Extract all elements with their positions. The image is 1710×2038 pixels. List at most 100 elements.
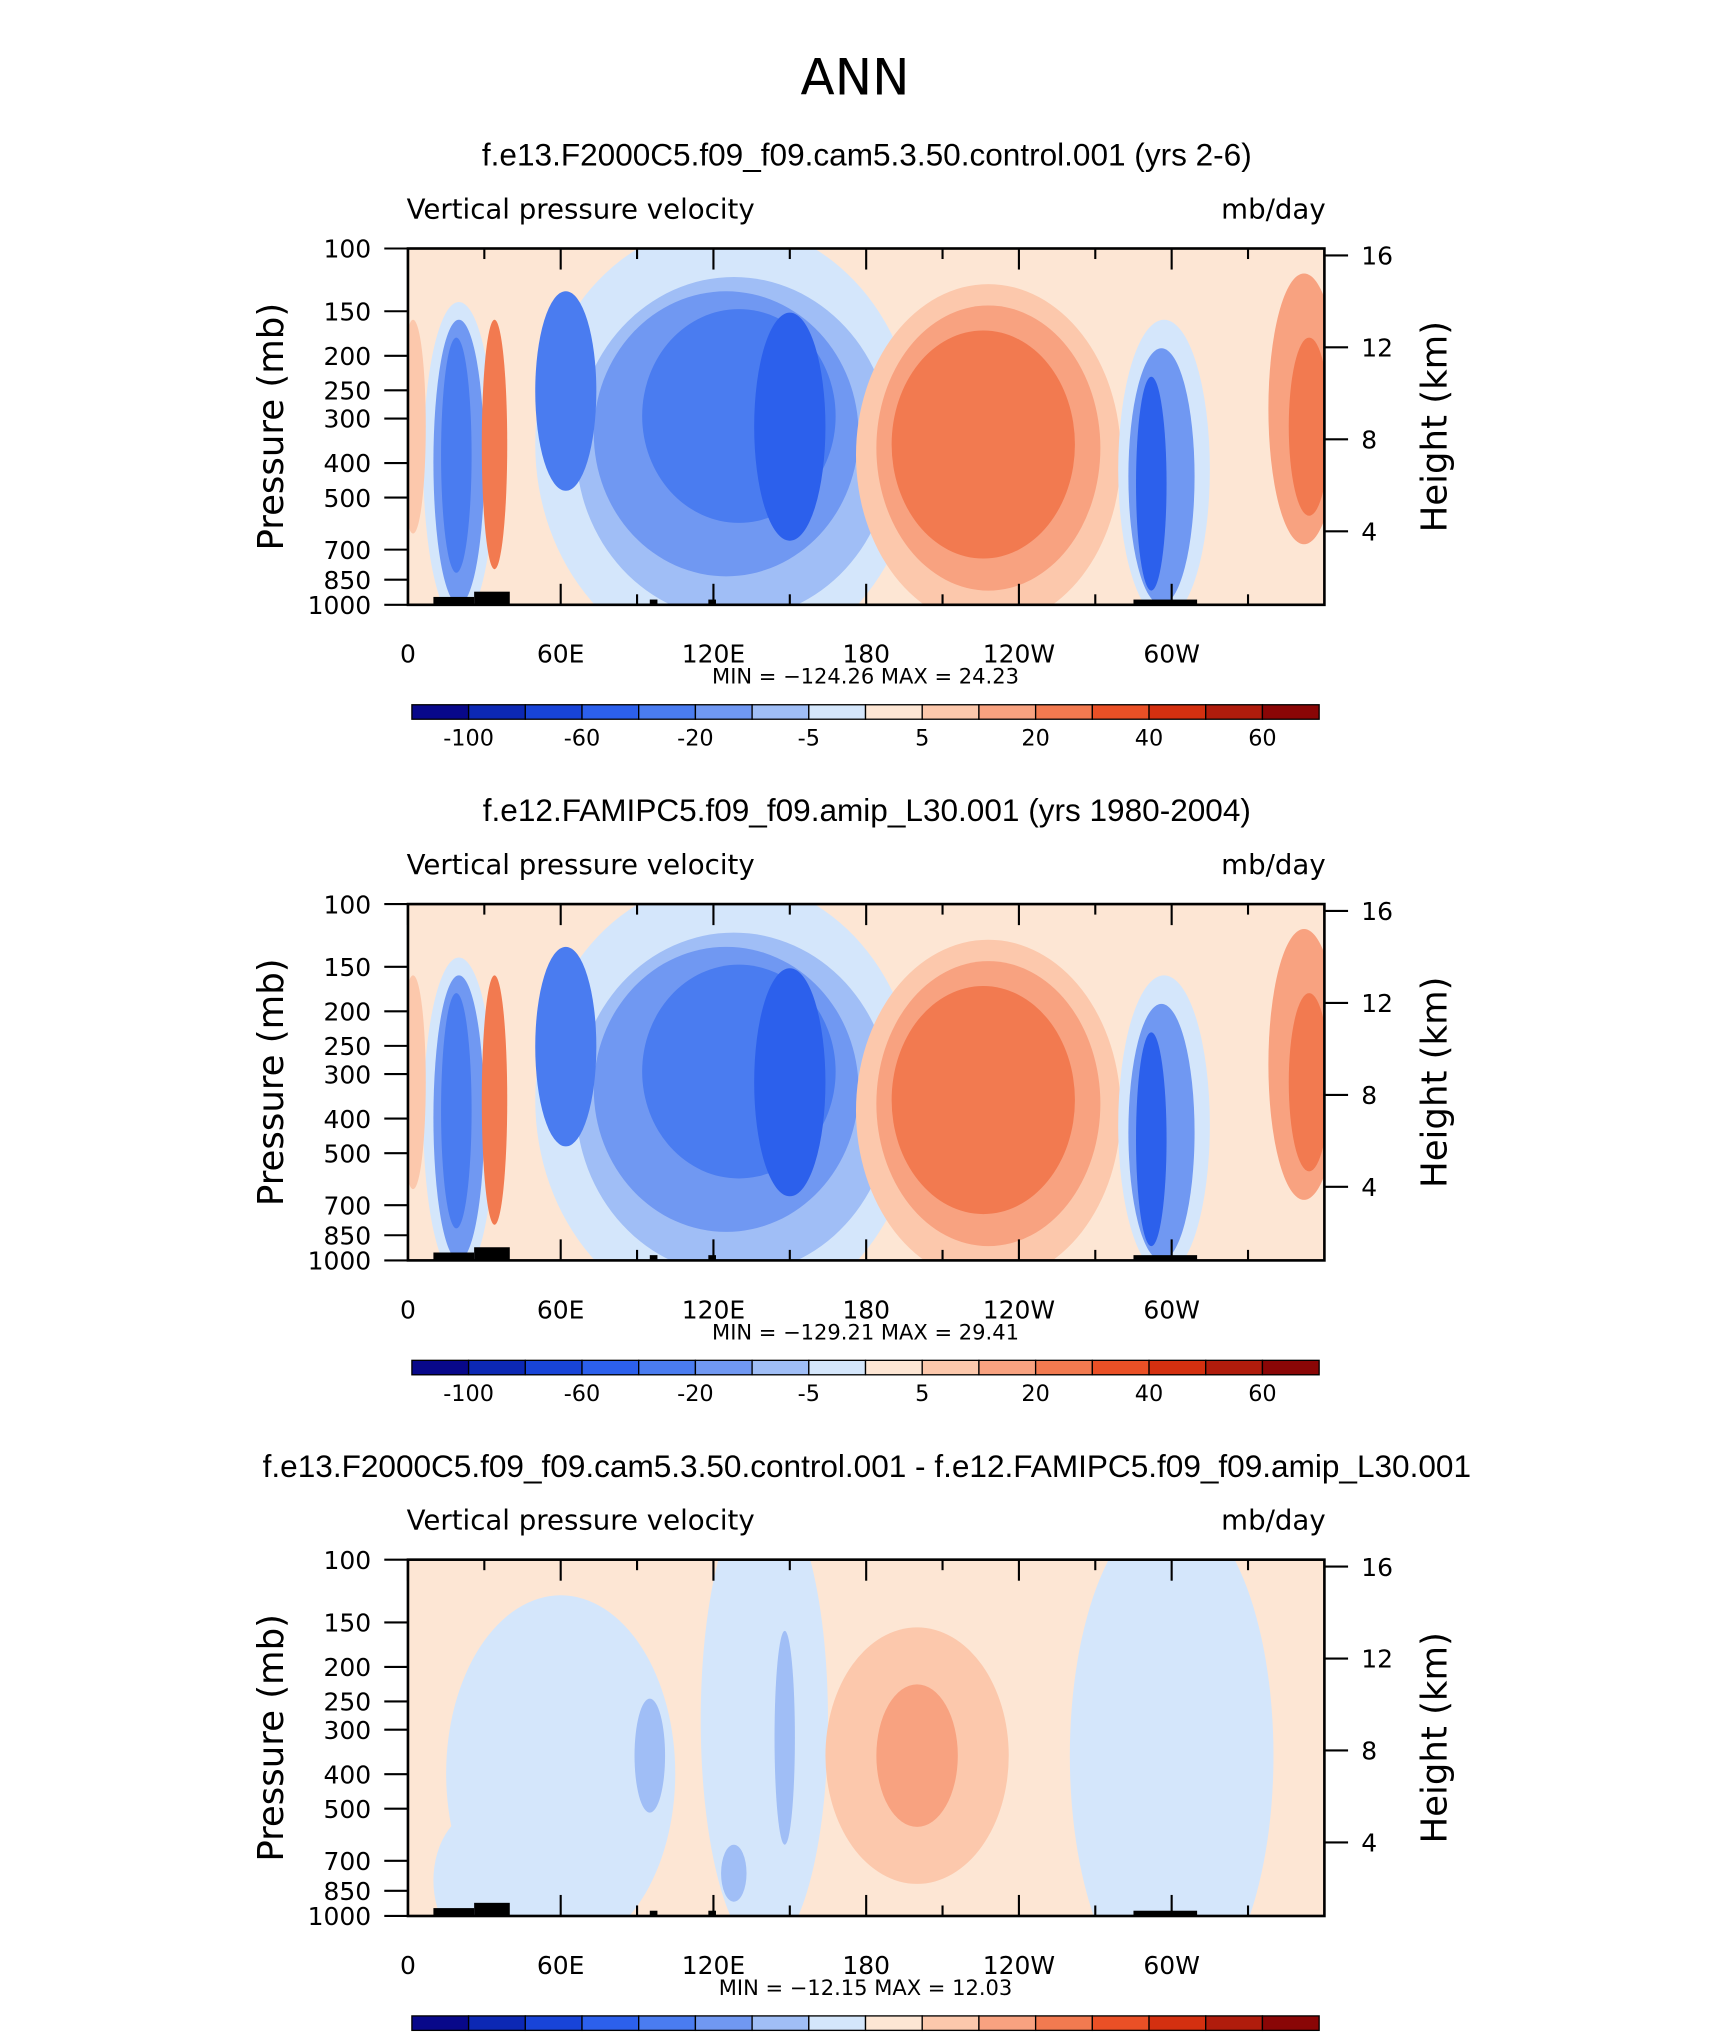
y-axis-label: Pressure (mb) [251,303,292,551]
topography [474,591,510,605]
colorbar-label: -5 [798,1381,820,1407]
y-tick-label: 250 [323,1688,371,1717]
x-tick-label: 0 [400,1295,416,1324]
colorbar-box [751,1359,810,1376]
y-tick-label: 400 [323,1105,371,1134]
colorbar-label: 40 [1192,2037,1220,2038]
contour-region [535,291,597,491]
x-tick-label: 120W [983,1951,1055,1980]
x-tick-label: 120E [682,1951,745,1980]
topography [433,1252,475,1261]
colorbar-label: -60 [564,1381,601,1407]
topography [649,1910,658,1916]
contour-region [754,312,826,541]
right-string: mb/day [1221,848,1326,881]
colorbar-box [581,2015,640,2032]
colorbar-box [638,1359,697,1376]
y-tick-label: 300 [323,1716,371,1745]
y-tick-label: 400 [323,1760,371,1789]
y-tick-label: 850 [323,566,371,595]
colorbar-label: 40 [1135,1381,1163,1407]
colorbar-label: -5 [798,2037,820,2038]
colorbar-label: -100 [443,726,494,752]
panel-title: f.e13.F2000C5.f09_f09.cam5.3.50.control.… [263,1448,1471,1484]
contour-region [700,1559,828,1916]
x-tick-label: 0 [400,1951,416,1980]
colorbar-label: 20 [1078,2037,1106,2038]
topography [1133,599,1198,605]
topography [433,596,475,605]
colorbar-box [1034,2015,1093,2032]
y-tick-label: 1000 [308,591,372,620]
contour-region [1136,1032,1167,1247]
colorbar-label: 5 [915,2037,929,2038]
contour-region [891,986,1075,1215]
colorbar-label: 15 [1021,2037,1049,2038]
colorbar-box [638,2015,697,2032]
topography [708,599,716,605]
y-axis-label: Pressure (mb) [251,1614,292,1862]
colorbar-box [1205,2015,1264,2032]
colorbar-label: 60 [1248,726,1276,752]
contour-region [634,1698,666,1813]
colorbar-box [978,704,1037,720]
x-tick-label: 120W [983,640,1055,669]
left-string: Vertical pressure velocity [407,1503,755,1536]
colorbar-label: -60 [564,726,601,752]
contour-region [407,319,426,534]
contour-region [407,975,426,1190]
colorbar-box [467,704,526,720]
x-tick-label: 60W [1143,1951,1199,1980]
topography [474,1902,510,1916]
contour-region [1069,1559,1274,1916]
colorbar-label: 20 [1021,1381,1049,1407]
y-tick-label: 100 [323,890,371,919]
colorbar-box [467,2015,526,2032]
x-tick-label: 120W [983,1295,1055,1324]
colorbar-label: 0 [858,2037,872,2038]
colorbar-box [751,704,810,720]
contour-region [433,1809,536,1916]
y-tick-label: 200 [323,998,371,1027]
colorbar-box [978,1359,1037,1376]
y-tick-label: 300 [323,405,371,434]
x-tick-label: 120E [682,1295,745,1324]
contour-region [1136,376,1167,591]
y2-tick-label: 12 [1361,1645,1393,1674]
colorbar-box [411,704,470,720]
topography [1133,1255,1198,1261]
colorbar-label: -20 [677,726,714,752]
contour-region [1288,993,1325,1172]
y-tick-label: 500 [323,484,371,513]
colorbar-box [921,1359,980,1376]
colorbar-label: 40 [1135,726,1163,752]
y-tick-label: 700 [323,1191,371,1220]
colorbar-label: -40 [507,2037,544,2038]
topography [649,599,658,605]
colorbar-box [1205,1359,1264,1376]
y-tick-label: 1000 [308,1902,372,1931]
colorbar-label: -30 [564,2037,601,2038]
y-tick-label: 100 [323,235,371,264]
x-tick-label: 60W [1143,640,1199,669]
colorbar-box [1148,704,1207,720]
y2-tick-label: 8 [1361,426,1377,455]
x-tick-label: 180 [842,1295,890,1324]
contour-region [721,1844,747,1902]
colorbar-box [694,2015,753,2032]
panel-title: f.e13.F2000C5.f09_f09.cam5.3.50.control.… [482,137,1252,173]
colorbar-label: 10 [965,2037,993,2038]
y-tick-label: 700 [323,536,371,565]
colorbar-label: 50 [1248,2037,1276,2038]
y-tick-label: 150 [323,953,371,982]
topography [708,1910,716,1916]
colorbar-box [1091,2015,1150,2032]
contour-region [481,975,508,1225]
contour-field [407,248,1325,605]
colorbar-box [864,2015,923,2032]
y2-tick-label: 4 [1361,1829,1377,1858]
y-tick-label: 850 [323,1221,371,1250]
contour-region [754,968,826,1197]
x-tick-label: 60E [537,640,585,669]
